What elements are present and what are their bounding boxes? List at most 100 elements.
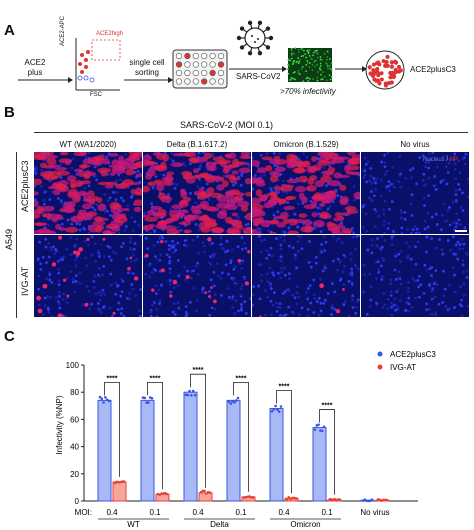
green-cell [305, 77, 308, 80]
nucleus [297, 202, 301, 206]
nucleus [425, 302, 428, 306]
np-stain [192, 175, 201, 179]
nucleus [39, 262, 43, 266]
np-stain [207, 207, 220, 212]
nucleus [312, 311, 316, 314]
np-stain [255, 189, 263, 197]
nucleus [424, 183, 428, 186]
nucleus [157, 288, 161, 292]
nucleus [183, 239, 187, 243]
micrograph-ivg-at-omicron [252, 235, 360, 317]
np-stain [203, 220, 217, 229]
plate-well [201, 78, 208, 85]
np-stain [154, 164, 168, 172]
green-cell [307, 52, 310, 55]
nucleus [114, 198, 118, 202]
nucleus [438, 238, 441, 241]
nucleus [389, 282, 393, 286]
point-ace2plusc3 [233, 401, 236, 404]
virus-spike-tip [268, 35, 274, 41]
nucleus [208, 290, 211, 293]
nucleus [377, 214, 381, 218]
plate-well [175, 78, 183, 85]
virus-spike-tip [257, 20, 263, 25]
green-cell [319, 56, 322, 58]
x-axis-labels: 0.4 0.1 0.4 0.1 0.4 0.1 MOI: WT Delta Omicron No v… [75, 508, 390, 529]
np-stain [152, 152, 161, 156]
nucleus [196, 272, 200, 276]
nucleus [288, 277, 291, 281]
nucleus [97, 302, 100, 305]
np-stain [347, 152, 356, 156]
nucleus [40, 184, 43, 188]
nucleus [291, 293, 295, 297]
nucleus [446, 171, 450, 174]
nucleus [382, 212, 386, 216]
micrograph-ace2plusc3-delta [143, 152, 251, 234]
nucleus [126, 296, 129, 300]
nucleus [232, 183, 235, 187]
green-cell [290, 54, 293, 57]
nucleus [320, 250, 324, 254]
nucleus [149, 314, 153, 317]
np-stain [173, 153, 181, 157]
nucleus [281, 229, 285, 233]
nucleus [159, 253, 163, 257]
nucleus [317, 212, 320, 216]
green-cell [316, 63, 318, 66]
nucleus [370, 244, 374, 247]
nucleus [399, 250, 403, 253]
col-label-omicron: Omicron (B.1.529) [273, 140, 339, 149]
nucleus [59, 199, 63, 203]
np-stain [160, 239, 164, 244]
nucleus [461, 247, 465, 251]
nucleus [269, 287, 273, 290]
nucleus [453, 273, 456, 277]
np-stain [155, 223, 168, 230]
np-stain [144, 217, 158, 222]
nucleus [111, 314, 114, 317]
nucleus [382, 259, 386, 263]
green-cell [312, 51, 315, 54]
nucleus [428, 157, 432, 161]
nucleus [45, 277, 49, 281]
nucleus [397, 270, 401, 274]
nucleus [195, 309, 198, 313]
nucleus [418, 275, 421, 278]
nucleus [109, 213, 112, 217]
np-stain [298, 192, 305, 199]
nucleus [189, 301, 192, 304]
nucleus [308, 284, 312, 287]
nucleus [440, 179, 443, 183]
dish-cell [398, 68, 403, 73]
nucleus [272, 273, 276, 277]
np-stain [269, 175, 278, 183]
nucleus [260, 273, 263, 277]
nucleus [38, 240, 41, 244]
nucleus [144, 272, 148, 276]
nucleus [279, 276, 283, 280]
cell-line-divider [16, 152, 17, 318]
point-ace2plusc3 [279, 405, 283, 408]
dish-cell [367, 65, 372, 70]
green-cell [320, 73, 322, 76]
virus-spike-tip [247, 20, 253, 25]
nucleus [278, 152, 281, 156]
nucleus [287, 244, 291, 248]
nucleus [382, 291, 386, 295]
nucleus [461, 157, 465, 161]
nucleus [323, 298, 327, 302]
nucleus [146, 247, 150, 251]
nucleus [323, 266, 327, 270]
np-stain [144, 253, 149, 258]
nucleus [129, 246, 132, 250]
nucleus [129, 259, 133, 263]
nucleus [255, 227, 259, 230]
nucleus [249, 297, 251, 301]
nucleus [460, 238, 464, 241]
point-ace2plusc3 [102, 401, 105, 404]
nucleus [452, 252, 456, 256]
nucleus [453, 306, 456, 309]
np-stain [283, 205, 295, 211]
nucleus [117, 301, 121, 305]
